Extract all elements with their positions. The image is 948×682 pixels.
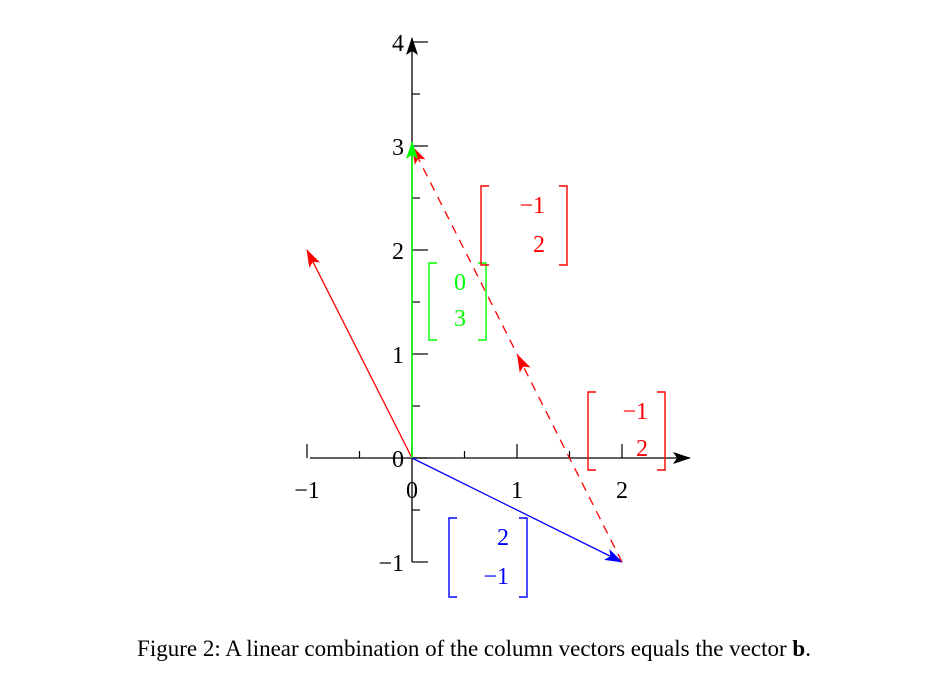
bracket-right	[478, 262, 487, 341]
x-axis-ticks: −1 0 1 2	[294, 444, 628, 504]
figure-caption: Figure 2: A linear combination of the co…	[0, 636, 948, 662]
label-column-2: −1 2	[587, 391, 666, 471]
caption-suffix: .	[805, 636, 811, 661]
caption-bold-vector: b	[792, 636, 806, 661]
bracket-left	[587, 391, 596, 471]
label-column-1: 2 −1	[448, 517, 528, 598]
y-tick-label: −1	[378, 551, 404, 577]
caption-prefix: Figure 2: A linear combination of the co…	[137, 636, 793, 661]
label-vector-b: 0 3	[428, 262, 487, 341]
label-bottom: 2	[533, 232, 545, 258]
label-top: 2	[497, 525, 509, 551]
y-tick-label: 4	[392, 31, 404, 57]
bracket-right	[519, 517, 528, 598]
y-tick-label: 1	[392, 343, 404, 369]
label-bottom: −1	[483, 564, 509, 590]
vector-column-2	[306, 249, 413, 459]
y-axis-ticks: −1 0 1 2 3 4	[378, 31, 428, 577]
bracket-left	[448, 517, 457, 598]
label-bottom: 3	[454, 306, 466, 332]
y-tick-label: 2	[392, 239, 404, 265]
x-tick-label: −1	[294, 478, 320, 504]
label-top: −1	[519, 193, 545, 219]
vectors	[306, 141, 623, 563]
y-tick-label: 3	[392, 135, 404, 161]
bracket-right	[657, 391, 666, 471]
label-column-2-shifted: −1 2	[480, 185, 568, 266]
vector-column-1	[411, 457, 623, 563]
x-tick-label: 1	[511, 478, 523, 504]
label-top: −1	[622, 399, 648, 425]
x-tick-label: 0	[406, 478, 418, 504]
bracket-right	[559, 185, 568, 266]
x-tick-label: 2	[616, 478, 628, 504]
vector-column-2-shifted-mid-arrow	[517, 354, 531, 373]
label-bottom: 2	[636, 436, 648, 462]
bracket-left	[428, 262, 437, 341]
bracket-left	[480, 185, 489, 266]
y-tick-label: 0	[392, 447, 404, 473]
label-top: 0	[454, 270, 466, 296]
